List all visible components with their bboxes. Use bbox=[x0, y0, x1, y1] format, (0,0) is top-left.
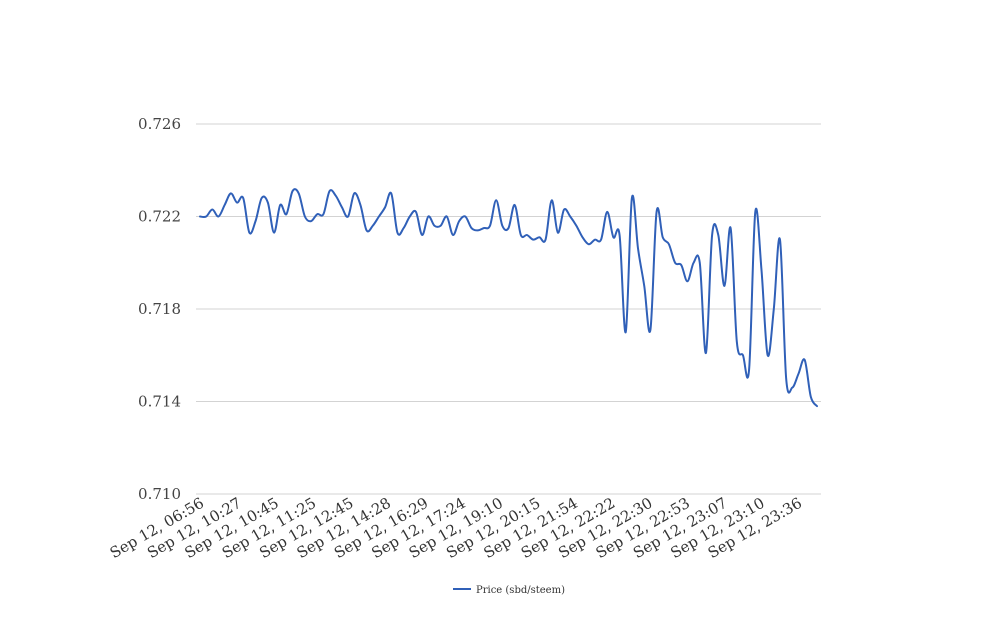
y-tick-label: 0.714 bbox=[138, 393, 181, 411]
legend-label: Price (sbd/steem) bbox=[476, 585, 565, 596]
y-tick-label: 0.722 bbox=[138, 208, 181, 226]
y-tick-label: 0.726 bbox=[138, 115, 181, 133]
gridlines bbox=[196, 123, 821, 495]
series-line-price bbox=[199, 188, 818, 408]
y-axis: 0.726 0.722 0.718 0.714 0.710 bbox=[138, 115, 181, 503]
legend: Price (sbd/steem) bbox=[453, 585, 565, 596]
y-tick-label: 0.718 bbox=[138, 300, 181, 318]
y-tick-label: 0.710 bbox=[138, 485, 181, 503]
series-layer bbox=[199, 188, 818, 408]
